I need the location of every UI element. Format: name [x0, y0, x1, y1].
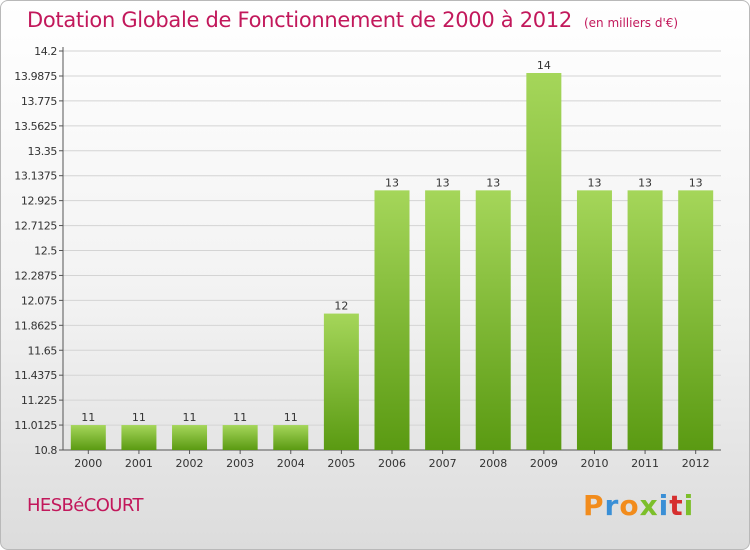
data-label: 12 — [334, 300, 348, 313]
commune-name: HESBéCOURT — [27, 495, 143, 516]
x-tick-label: 2007 — [429, 457, 457, 470]
logo-letter: x — [639, 489, 659, 522]
proxiti-logo: Proxiti — [583, 489, 694, 522]
data-label: 11 — [284, 411, 298, 424]
data-label: 13 — [689, 176, 703, 189]
bar-2007 — [425, 190, 461, 450]
data-label: 11 — [132, 411, 146, 424]
logo-letter: i — [683, 489, 695, 522]
logo-letter: t — [669, 489, 684, 522]
data-label: 11 — [183, 411, 197, 424]
x-tick-label: 2005 — [327, 457, 355, 470]
bar-2008 — [475, 190, 511, 450]
data-label: 13 — [385, 176, 399, 189]
y-tick-label: 12.925 — [21, 195, 57, 208]
y-tick-label: 12.5 — [34, 245, 57, 258]
logo-letter: P — [583, 489, 605, 522]
y-tick-label: 13.775 — [21, 95, 57, 108]
data-label: 11 — [233, 411, 247, 424]
labels: 10.8 11.0125 11.225 11.4375 11.65 11.8625 12.0… — [14, 45, 709, 470]
bar-2000 — [70, 425, 106, 450]
x-tick-label: 2002 — [176, 457, 204, 470]
x-tick-label: 2011 — [631, 457, 659, 470]
data-label: 14 — [537, 59, 551, 72]
data-label: 13 — [436, 176, 450, 189]
logo-letter: i — [658, 489, 670, 522]
title-row: Dotation Globale de Fonctionnement de 20… — [27, 8, 678, 32]
x-tick-label: 2012 — [682, 457, 710, 470]
data-label: 13 — [587, 176, 601, 189]
logo-letter: r — [604, 489, 620, 522]
y-tick-label: 12.075 — [21, 294, 57, 307]
y-tick-label: 13.9875 — [14, 70, 57, 83]
y-tick-label: 13.35 — [28, 145, 58, 158]
chart-unit-note: (en milliers d'€) — [583, 16, 679, 30]
y-tick-label: 11.65 — [28, 344, 58, 357]
x-tick-label: 2010 — [580, 457, 608, 470]
x-tick-label: 2000 — [74, 457, 102, 470]
bar-2005 — [323, 313, 359, 450]
y-tick-label: 11.225 — [21, 394, 57, 407]
x-tick-label: 2009 — [530, 457, 558, 470]
y-tick-label: 11.0125 — [14, 419, 57, 432]
data-label: 11 — [81, 411, 95, 424]
bar-2003 — [222, 425, 258, 450]
chart-title: Dotation Globale de Fonctionnement de 20… — [27, 8, 572, 32]
x-tick-label: 2008 — [479, 457, 507, 470]
bar-2011 — [627, 190, 663, 450]
y-tick-label: 14.2 — [34, 45, 57, 58]
y-tick-label: 13.5625 — [14, 120, 57, 133]
y-tick-label: 11.4375 — [14, 369, 57, 382]
x-tick-label: 2006 — [378, 457, 406, 470]
bar-2001 — [121, 425, 157, 450]
bars — [70, 73, 714, 451]
x-tick-label: 2004 — [277, 457, 305, 470]
data-label: 13 — [638, 176, 652, 189]
x-tick-label: 2001 — [125, 457, 153, 470]
bar-2006 — [374, 190, 410, 450]
x-tick-label: 2003 — [226, 457, 254, 470]
bar-2010 — [576, 190, 612, 450]
y-tick-label: 12.7125 — [14, 220, 57, 233]
bar-2012 — [678, 190, 714, 450]
logo-letter: o — [619, 489, 640, 522]
data-label: 13 — [486, 176, 500, 189]
y-tick-label: 11.8625 — [14, 319, 57, 332]
bar-2004 — [273, 425, 309, 450]
bar-2002 — [172, 425, 208, 450]
y-tick-label: 10.8 — [34, 444, 57, 457]
y-tick-label: 12.2875 — [14, 269, 57, 282]
y-tick-label: 13.1375 — [14, 170, 57, 183]
bar-2009 — [526, 73, 562, 451]
